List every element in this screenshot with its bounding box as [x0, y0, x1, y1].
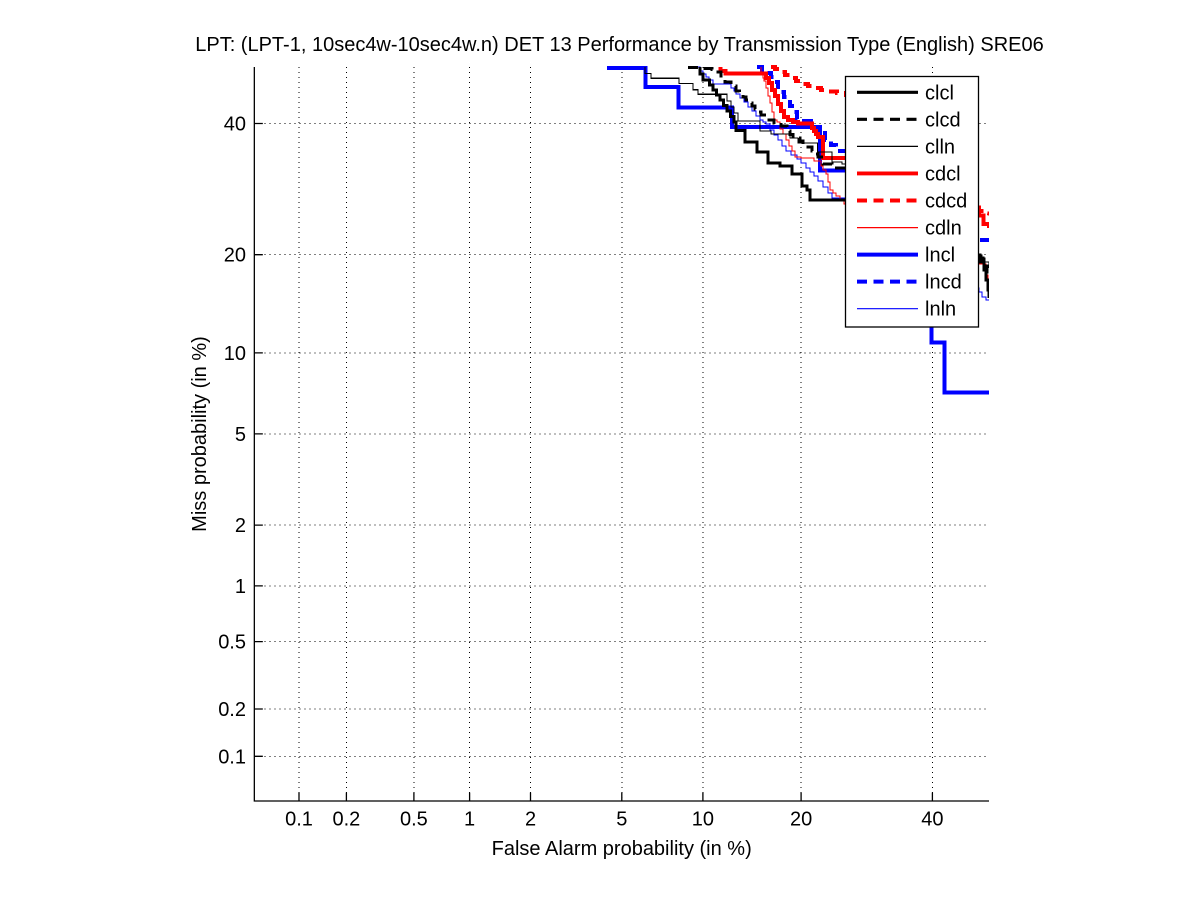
- svg-text:0.5: 0.5: [218, 632, 246, 654]
- svg-text:40: 40: [224, 114, 246, 136]
- svg-text:2: 2: [235, 515, 246, 537]
- svg-text:2: 2: [525, 809, 536, 831]
- svg-text:20: 20: [224, 245, 246, 267]
- svg-text:Miss probability (in %): Miss probability (in %): [189, 336, 211, 532]
- svg-text:0.2: 0.2: [332, 809, 360, 831]
- svg-text:False Alarm probability (in %): False Alarm probability (in %): [492, 838, 752, 860]
- svg-text:1: 1: [235, 576, 246, 598]
- svg-text:clcd: clcd: [925, 109, 961, 131]
- svg-text:lnln: lnln: [925, 299, 956, 321]
- svg-text:lncd: lncd: [925, 272, 962, 294]
- svg-text:0.2: 0.2: [218, 699, 246, 721]
- svg-text:10: 10: [224, 343, 246, 365]
- svg-text:1: 1: [464, 809, 475, 831]
- svg-text:LPT: (LPT-1, 10sec4w-10sec4w.n: LPT: (LPT-1, 10sec4w-10sec4w.n) DET 13 P…: [195, 34, 1044, 56]
- svg-text:clcl: clcl: [925, 82, 954, 104]
- svg-text:0.5: 0.5: [400, 809, 428, 831]
- svg-text:10: 10: [692, 809, 714, 831]
- svg-text:5: 5: [235, 424, 246, 446]
- svg-text:cdln: cdln: [925, 218, 962, 240]
- svg-text:0.1: 0.1: [218, 746, 246, 768]
- svg-text:clln: clln: [925, 136, 955, 158]
- svg-text:40: 40: [921, 809, 943, 831]
- svg-text:0.1: 0.1: [285, 809, 313, 831]
- svg-text:20: 20: [790, 809, 812, 831]
- svg-text:lncl: lncl: [925, 245, 955, 267]
- svg-text:cdcd: cdcd: [925, 191, 967, 213]
- svg-text:5: 5: [616, 809, 627, 831]
- svg-text:cdcl: cdcl: [925, 163, 961, 185]
